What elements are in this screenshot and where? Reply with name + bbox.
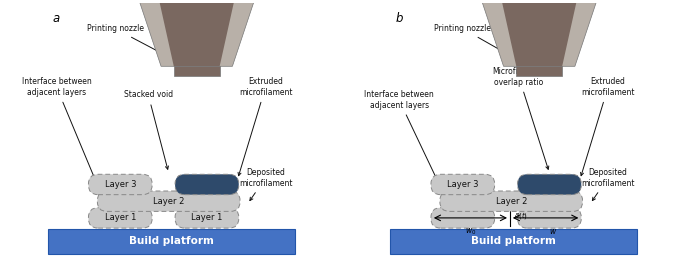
FancyBboxPatch shape	[431, 208, 495, 228]
FancyBboxPatch shape	[516, 66, 562, 76]
Text: Printing nozzle: Printing nozzle	[434, 24, 525, 64]
Text: Extruded
microfilament: Extruded microfilament	[238, 77, 292, 176]
FancyBboxPatch shape	[518, 174, 582, 195]
Text: $w$: $w$	[549, 227, 558, 236]
Text: Deposited
microfilament: Deposited microfilament	[582, 168, 635, 200]
FancyBboxPatch shape	[48, 229, 295, 254]
Polygon shape	[481, 0, 598, 66]
Text: Microfilament
overlap ratio: Microfilament overlap ratio	[493, 67, 549, 169]
Polygon shape	[138, 0, 256, 66]
FancyBboxPatch shape	[88, 208, 152, 228]
Text: Interface between
adjacent layers: Interface between adjacent layers	[364, 90, 441, 187]
Text: Layer 2: Layer 2	[495, 197, 527, 206]
FancyBboxPatch shape	[97, 191, 240, 211]
Text: Printing nozzle: Printing nozzle	[87, 24, 183, 64]
Text: Layer 3: Layer 3	[105, 180, 136, 189]
FancyBboxPatch shape	[431, 174, 495, 195]
Text: Build platform: Build platform	[471, 236, 556, 246]
Text: Layer 1: Layer 1	[191, 213, 223, 222]
FancyBboxPatch shape	[518, 208, 582, 228]
Polygon shape	[501, 0, 577, 66]
FancyBboxPatch shape	[175, 208, 239, 228]
FancyBboxPatch shape	[175, 174, 239, 195]
FancyBboxPatch shape	[390, 229, 637, 254]
Text: Deposited
microfilament: Deposited microfilament	[239, 168, 292, 200]
FancyBboxPatch shape	[88, 174, 152, 195]
Text: Stacked void: Stacked void	[124, 90, 173, 169]
Text: Extruded
microfilament: Extruded microfilament	[581, 77, 635, 176]
Text: Build platform: Build platform	[129, 236, 214, 246]
Text: Interface between
adjacent layers: Interface between adjacent layers	[22, 77, 99, 187]
FancyBboxPatch shape	[174, 66, 220, 76]
Text: $\delta(t)$: $\delta(t)$	[514, 210, 527, 221]
FancyBboxPatch shape	[440, 191, 582, 211]
Polygon shape	[158, 0, 235, 66]
Text: Layer 2: Layer 2	[153, 197, 184, 206]
Text: b: b	[395, 11, 403, 24]
Text: Layer 1: Layer 1	[105, 213, 136, 222]
Text: a: a	[53, 11, 60, 24]
Text: $w_0$: $w_0$	[464, 227, 476, 237]
Text: Layer 3: Layer 3	[447, 180, 479, 189]
